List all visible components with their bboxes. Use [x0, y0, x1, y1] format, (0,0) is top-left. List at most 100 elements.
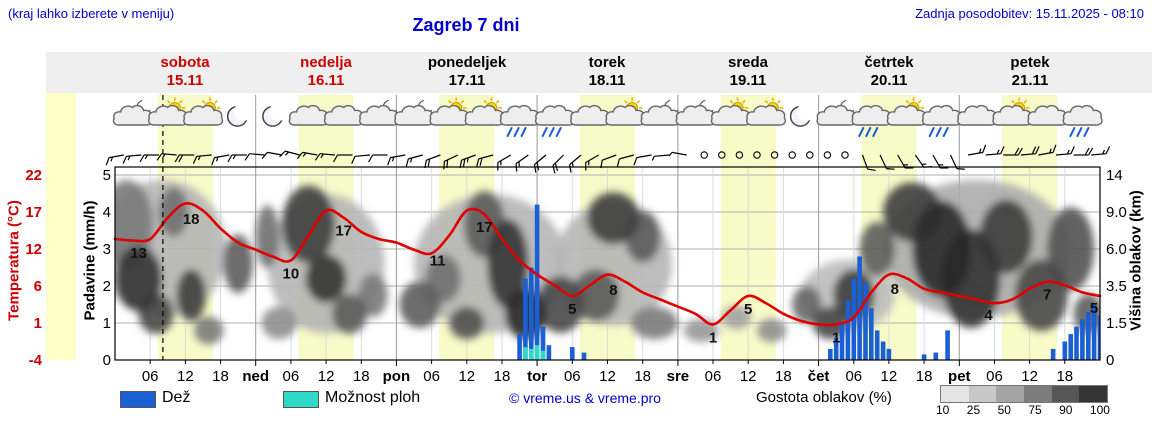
svg-text:7: 7	[1043, 287, 1051, 304]
scale-segment	[996, 386, 1025, 402]
plot-frame	[114, 166, 1101, 366]
svg-text:18: 18	[634, 368, 651, 385]
svg-text:pet: pet	[948, 368, 971, 385]
svg-text:18: 18	[183, 211, 200, 228]
svg-text:18: 18	[353, 368, 370, 385]
svg-text:06: 06	[705, 368, 722, 385]
svg-text:17: 17	[25, 204, 42, 221]
svg-text:4: 4	[103, 204, 111, 221]
day-date: 21.11	[1011, 72, 1049, 89]
svg-text:12: 12	[881, 368, 898, 385]
svg-text:5: 5	[1090, 300, 1098, 317]
svg-text:06: 06	[283, 368, 300, 385]
svg-text:13: 13	[130, 245, 147, 262]
left-yellow-strip	[46, 93, 76, 360]
svg-text:-4: -4	[29, 352, 43, 369]
svg-text:9.0: 9.0	[1106, 204, 1127, 221]
svg-text:06: 06	[986, 368, 1003, 385]
weather-icon-moon	[228, 107, 248, 127]
day-header-nedelja: nedelja 16.11	[256, 54, 396, 90]
svg-text:06: 06	[142, 368, 159, 385]
svg-text:06: 06	[845, 368, 862, 385]
last-update-text: Zadnja posodobitev: 15.11.2025 - 08:10	[915, 6, 1144, 21]
svg-text:1: 1	[709, 329, 717, 346]
shower-swatch	[283, 391, 319, 408]
svg-text:12: 12	[318, 368, 335, 385]
weather-icon-rain	[921, 104, 962, 137]
svg-text:1: 1	[103, 315, 111, 332]
svg-text:8: 8	[891, 281, 899, 298]
weather-icon-moon-cloud	[816, 100, 857, 126]
shower-legend-label: Možnost ploh	[325, 389, 421, 406]
svg-text:1: 1	[832, 329, 840, 346]
day-header-sobota: sobota 15.11	[115, 54, 255, 90]
svg-text:18: 18	[1056, 368, 1073, 385]
weather-icon-sun-cloud	[710, 96, 751, 126]
weather-icon-moon	[263, 107, 283, 127]
shower-bars	[523, 345, 546, 360]
weather-icon-cloud	[957, 104, 998, 126]
day-name: torek	[588, 54, 626, 71]
day-date: 18.11	[588, 72, 626, 89]
svg-text:18: 18	[212, 368, 229, 385]
menu-hint-text: (kraj lahko izberete v meniju)	[8, 6, 175, 21]
svg-text:čet: čet	[808, 368, 830, 385]
weather-icon-moon-cloud	[394, 100, 435, 126]
weather-icon-rain	[499, 104, 540, 137]
svg-text:2: 2	[103, 278, 111, 295]
copyright-link[interactable]: © vreme.us & vreme.pro	[509, 390, 661, 406]
weather-icon-rain	[1062, 104, 1103, 137]
day-header-petek: petek 21.11	[960, 54, 1100, 90]
svg-text:12: 12	[458, 368, 475, 385]
svg-text:06: 06	[564, 368, 581, 385]
svg-text:5: 5	[103, 167, 111, 184]
day-name: petek	[1010, 54, 1050, 71]
day-name: sreda	[727, 54, 769, 71]
svg-text:3: 3	[103, 241, 111, 258]
weather-icon-moon-cloud	[112, 100, 153, 126]
weather-icon-sun-cloud	[148, 96, 189, 126]
scale-segment	[1079, 386, 1108, 402]
cloud-density-label: Gostota oblakov (%)	[756, 389, 892, 406]
scale-segment	[1024, 386, 1052, 402]
svg-text:sre: sre	[667, 368, 690, 385]
weather-icon-moon-cloud	[359, 100, 400, 126]
day-header-band	[46, 52, 1152, 93]
page-title: Zagreb 7 dni	[412, 15, 520, 35]
svg-text:5: 5	[568, 301, 576, 318]
day-header-ponedeljek: ponedeljek 17.11	[397, 54, 537, 90]
svg-text:18: 18	[494, 368, 511, 385]
rain-swatch	[120, 391, 156, 408]
rain-legend-label: Dež	[162, 389, 191, 406]
x-axis-labels: 06 12 18 ned 06 12 18 pon 06 12 18 tor 06 12 18 sre 06 12…	[142, 368, 1073, 385]
svg-text:10: 10	[283, 265, 300, 282]
svg-text:12: 12	[740, 368, 757, 385]
svg-text:0: 0	[1106, 352, 1114, 369]
cloud-density-values: 10 25 50 75 90 100	[936, 403, 1110, 417]
day-date: 15.11	[166, 72, 204, 89]
day-header-cetrtek: četrtek 20.11	[819, 54, 959, 90]
svg-text:tor: tor	[527, 368, 547, 385]
day-header-torek: torek 18.11	[537, 54, 677, 90]
svg-text:3.5: 3.5	[1106, 278, 1127, 295]
weather-icon-moon	[791, 107, 811, 127]
day-date: 17.11	[448, 72, 486, 89]
scale-segment	[941, 386, 969, 402]
svg-text:14: 14	[1106, 167, 1123, 184]
wind-barbs	[105, 144, 1111, 174]
day-header-sreda: sreda 19.11	[678, 54, 818, 90]
svg-text:6.0: 6.0	[1106, 241, 1127, 258]
weather-icon-sun-cloud	[429, 96, 470, 126]
day-name: ponedeljek	[427, 54, 507, 71]
svg-text:ned: ned	[242, 368, 269, 385]
svg-text:0: 0	[103, 352, 111, 369]
day-name: nedelja	[300, 54, 352, 71]
svg-text:11: 11	[430, 252, 446, 269]
svg-text:pon: pon	[383, 368, 411, 385]
svg-text:17: 17	[335, 223, 352, 240]
day-date: 20.11	[870, 72, 908, 89]
weather-icon-rain	[534, 104, 575, 137]
